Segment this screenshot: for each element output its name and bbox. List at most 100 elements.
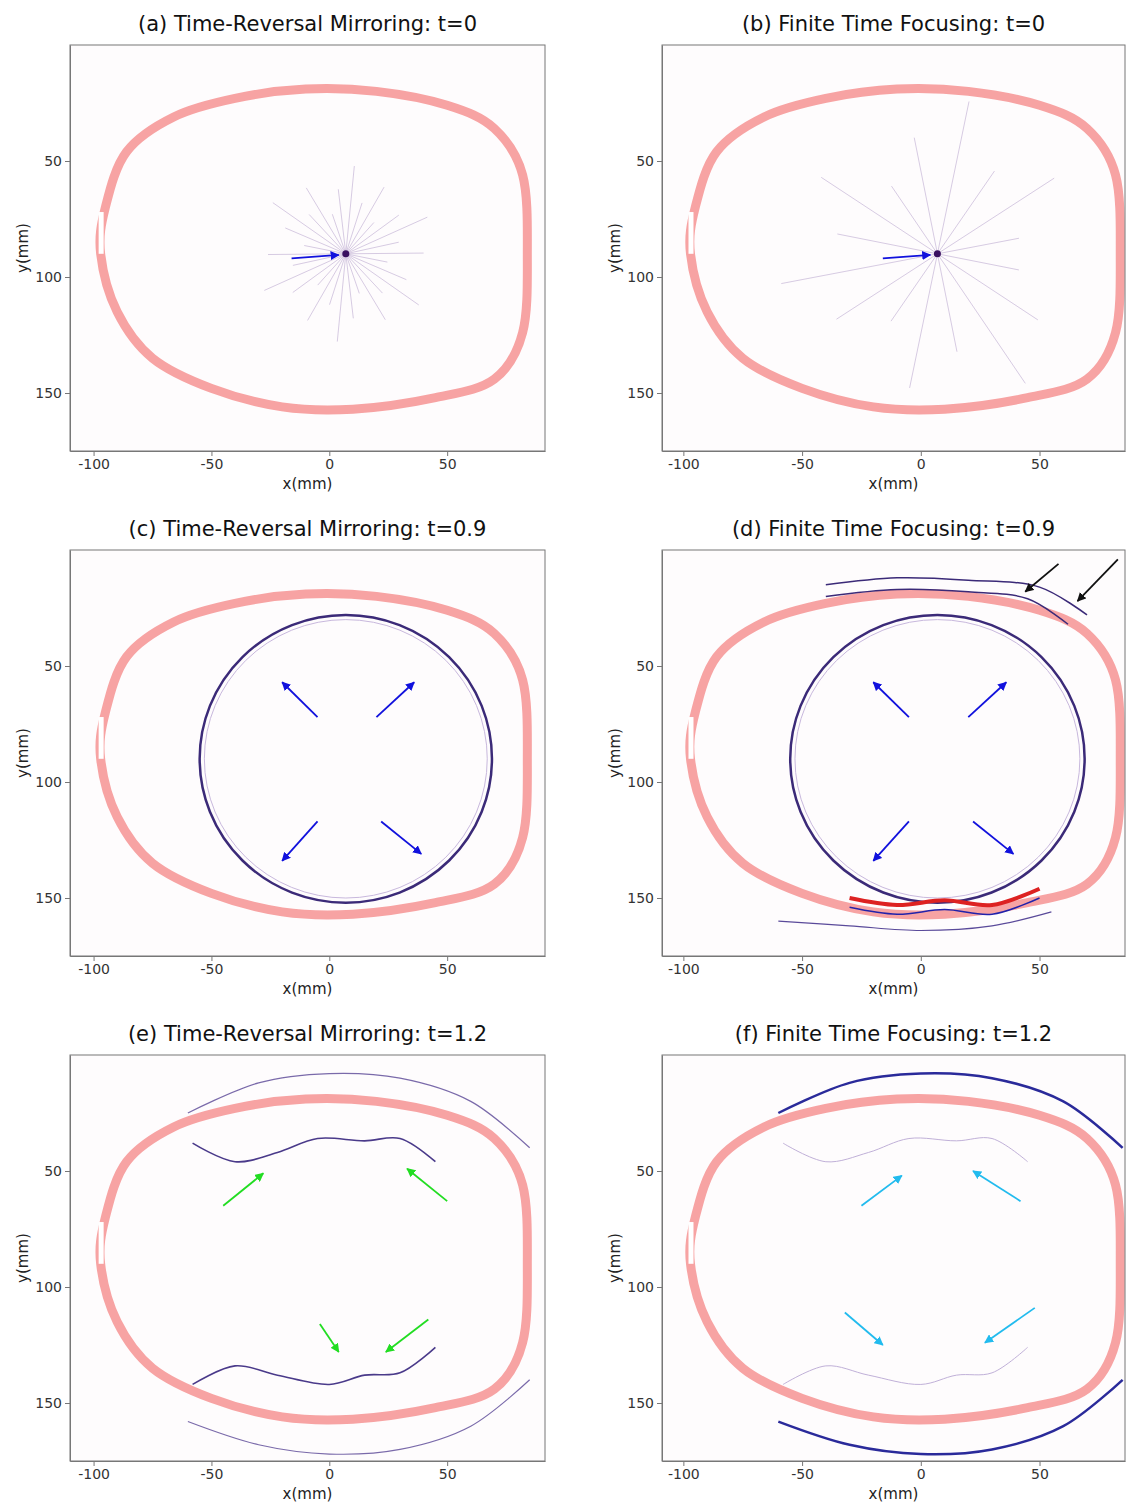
wavefront — [204, 620, 487, 898]
wavefront — [778, 1073, 1122, 1147]
streak — [346, 254, 386, 320]
arrow — [985, 1308, 1035, 1343]
skull-gap — [688, 1222, 693, 1264]
y-axis-title: y(mm) — [14, 1233, 32, 1283]
x-axis: -100-50050 — [71, 1461, 546, 1482]
focus-point — [934, 250, 941, 257]
skull-gap — [99, 717, 104, 759]
plot-background — [70, 1055, 545, 1461]
panel: -100-5005050100150(a) Time-Reversal Mirr… — [14, 12, 546, 493]
y-tick-mark — [65, 277, 70, 278]
y-tick-label: 100 — [627, 1279, 654, 1295]
x-axis-title: x(mm) — [869, 475, 919, 493]
streak — [346, 254, 407, 280]
y-tick: 100 — [627, 774, 662, 790]
y-tick-label: 150 — [35, 385, 62, 401]
arrow — [381, 821, 421, 853]
x-tick: -100 — [668, 1461, 700, 1482]
x-axis: -100-50050 — [663, 1461, 1126, 1482]
panel: -100-5005050100150(f) Finite Time Focusi… — [606, 1022, 1126, 1503]
x-tick-label: 0 — [325, 456, 334, 472]
streak — [309, 214, 346, 253]
x-tick: -50 — [201, 956, 224, 977]
wavefront — [193, 1138, 436, 1162]
y-tick-label: 50 — [636, 1163, 654, 1179]
arrow — [1078, 559, 1118, 601]
y-axis: 50100150 — [627, 46, 662, 452]
streak — [346, 254, 383, 293]
y-tick: 150 — [35, 1395, 70, 1411]
x-axis-title: x(mm) — [869, 980, 919, 998]
y-tick-label: 150 — [35, 1395, 62, 1411]
skull-gap — [99, 1222, 104, 1264]
x-tick: 0 — [325, 1461, 334, 1482]
x-tick: 50 — [439, 1461, 457, 1482]
arrow — [376, 682, 414, 717]
y-tick-label: 100 — [35, 774, 62, 790]
streak — [346, 254, 354, 319]
wavefront — [188, 1380, 530, 1454]
y-tick-mark — [657, 393, 662, 394]
plot-frame — [662, 550, 1125, 956]
x-tick-label: -100 — [668, 1466, 700, 1482]
skull-gap — [688, 717, 693, 759]
x-axis: -100-50050 — [663, 956, 1126, 977]
y-axis-title: y(mm) — [606, 223, 624, 273]
wavefront — [783, 1138, 1028, 1162]
wavefront — [778, 912, 1051, 931]
streak — [308, 254, 346, 321]
x-tick: 50 — [1031, 956, 1049, 977]
x-tick-label: -100 — [668, 456, 700, 472]
x-axis-title: x(mm) — [283, 475, 333, 493]
panel: -100-5005050100150(e) Time-Reversal Mirr… — [14, 1022, 546, 1503]
y-tick-mark — [657, 666, 662, 667]
axis-line — [71, 956, 546, 957]
y-axis: 50100150 — [627, 1056, 662, 1462]
x-axis: -100-50050 — [663, 451, 1126, 472]
x-tick: -50 — [791, 1461, 814, 1482]
streak — [338, 189, 346, 254]
y-tick-label: 150 — [35, 890, 62, 906]
panel: -100-5005050100150(c) Time-Reversal Mirr… — [14, 517, 546, 998]
plot-background — [662, 1055, 1125, 1461]
panel-title: (b) Finite Time Focusing: t=0 — [742, 12, 1045, 36]
axis-line — [662, 551, 663, 957]
streak — [914, 138, 937, 254]
x-tick: -50 — [791, 451, 814, 472]
y-tick: 50 — [44, 1163, 70, 1179]
y-axis-title: y(mm) — [606, 1233, 624, 1283]
axis-line — [663, 451, 1126, 452]
streak — [937, 171, 994, 254]
plot-background — [70, 45, 545, 451]
arrow — [386, 1319, 428, 1351]
x-tick-label: 50 — [1031, 1466, 1049, 1482]
skull — [100, 1099, 527, 1421]
y-tick-mark — [65, 782, 70, 783]
x-tick: -50 — [791, 956, 814, 977]
streak — [306, 188, 346, 254]
y-tick: 100 — [35, 1279, 70, 1295]
y-tick-label: 150 — [627, 890, 654, 906]
plot-background — [662, 550, 1125, 956]
y-tick: 100 — [627, 269, 662, 285]
field — [99, 594, 528, 916]
wavefront — [795, 620, 1080, 898]
focus-point — [342, 250, 349, 257]
arrow — [973, 1171, 1020, 1201]
y-axis-title: y(mm) — [14, 728, 32, 778]
streak — [937, 254, 1025, 384]
x-axis: -100-50050 — [71, 956, 546, 977]
panel-title: (d) Finite Time Focusing: t=0.9 — [732, 517, 1055, 541]
axis-line — [71, 451, 546, 452]
x-axis-title: x(mm) — [283, 1485, 333, 1503]
y-tick: 150 — [35, 890, 70, 906]
arrow — [282, 821, 317, 860]
y-axis: 50100150 — [35, 551, 70, 957]
axis-line — [71, 1461, 546, 1462]
y-tick-label: 50 — [636, 153, 654, 169]
y-tick-mark — [657, 1403, 662, 1404]
wavefront — [200, 615, 492, 903]
y-tick: 50 — [44, 153, 70, 169]
y-tick-mark — [65, 393, 70, 394]
x-tick-label: -100 — [78, 456, 110, 472]
